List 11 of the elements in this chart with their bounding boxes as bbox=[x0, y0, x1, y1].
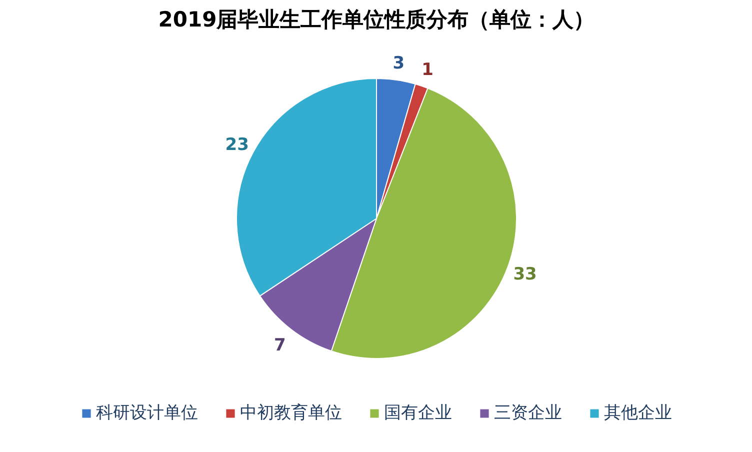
legend-label: 三资企业 bbox=[494, 402, 562, 424]
data-label: 1 bbox=[422, 60, 434, 80]
legend-label: 国有企业 bbox=[384, 402, 452, 424]
data-label: 7 bbox=[274, 335, 286, 356]
legend-label: 其他企业 bbox=[604, 402, 672, 424]
legend-label: 科研设计单位 bbox=[96, 402, 198, 424]
chart-title: 2019届毕业生工作单位性质分布（单位：人） bbox=[158, 8, 595, 32]
data-label: 33 bbox=[513, 264, 537, 284]
data-label: 23 bbox=[225, 135, 249, 156]
data-label: 3 bbox=[392, 53, 405, 74]
legend-label: 中初教育单位 bbox=[240, 402, 342, 424]
